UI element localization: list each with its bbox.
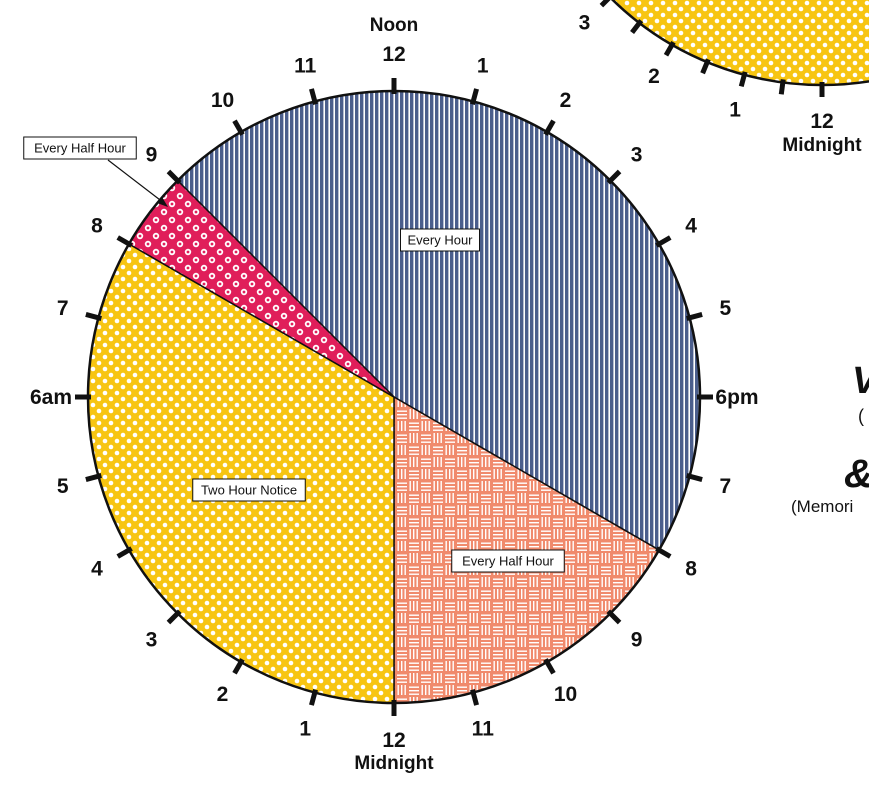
- hour-label: 4: [91, 558, 103, 581]
- label-every-half-hour-small: Every Half Hour: [23, 136, 137, 160]
- hour-label: 8: [685, 558, 697, 581]
- hour-tick: [606, 609, 622, 625]
- hour-tick: [543, 119, 556, 136]
- noon-label: Noon: [370, 15, 419, 36]
- pointer-arrow: [107, 159, 168, 207]
- hour-tick: [116, 235, 133, 248]
- svg-text:Every Half Hour: Every Half Hour: [34, 141, 126, 156]
- hour-tick: [543, 658, 556, 675]
- hour-tick: [232, 119, 245, 136]
- svg-text:Every Half Hour: Every Half Hour: [462, 554, 554, 569]
- hour-tick: [655, 546, 672, 559]
- second-hour-tick: [663, 40, 676, 57]
- hour-tick: [606, 169, 622, 185]
- hour-label: 7: [57, 297, 69, 320]
- second-hour-tick: [778, 79, 786, 95]
- hour-tick: [116, 546, 133, 559]
- hour-label: 1: [299, 717, 311, 740]
- second-hour-label: 3: [579, 12, 591, 35]
- second-midnight-label: Midnight: [782, 135, 862, 156]
- hour-label: 6am: [30, 386, 72, 409]
- hour-label: 12: [382, 43, 405, 66]
- hour-tick: [309, 88, 318, 105]
- label-two-hour-notice: Two Hour Notice: [192, 478, 306, 502]
- second-hour-tick: [700, 58, 711, 75]
- hour-label: 1: [477, 55, 489, 78]
- hour-tick: [470, 689, 479, 706]
- hour-label: 10: [211, 89, 234, 112]
- hour-tick: [686, 312, 703, 321]
- hour-label: 4: [685, 215, 697, 238]
- hour-tick: [232, 658, 245, 675]
- title-fragment-letter: V: [852, 360, 869, 402]
- midnight-label: Midnight: [354, 753, 434, 774]
- hour-label: 9: [631, 629, 643, 652]
- second-hour-label: 12: [810, 110, 833, 133]
- hour-label: 5: [57, 475, 69, 498]
- hour-label: 3: [631, 143, 643, 166]
- hour-label: 6pm: [715, 386, 758, 409]
- title-fragment-memorial: (Memori: [791, 497, 853, 516]
- label-every-hour: Every Hour: [400, 228, 480, 252]
- label-every-half-hour: Every Half Hour: [451, 549, 565, 573]
- hour-label: 3: [146, 629, 158, 652]
- hour-tick: [85, 312, 102, 321]
- hour-label: 8: [91, 215, 103, 238]
- hour-label: 7: [719, 475, 731, 498]
- hour-tick: [166, 609, 182, 625]
- hour-label: 2: [560, 89, 572, 112]
- second-hour-label: 1: [729, 99, 741, 122]
- hour-tick: [85, 473, 102, 482]
- hour-tick: [309, 689, 318, 706]
- svg-text:Two Hour Notice: Two Hour Notice: [201, 483, 297, 498]
- hour-label: 11: [472, 717, 495, 740]
- hour-tick: [470, 88, 479, 105]
- hour-tick: [166, 169, 182, 185]
- second-pie-slice: [611, 0, 869, 87]
- svg-text:Every Hour: Every Hour: [407, 233, 473, 248]
- hour-label: 10: [554, 683, 577, 706]
- second-hour-tick: [599, 0, 611, 8]
- hour-label: 5: [719, 297, 731, 320]
- hour-tick: [686, 473, 703, 482]
- second-hour-label: 2: [648, 65, 660, 88]
- hour-label: 2: [217, 683, 229, 706]
- hour-tick: [655, 235, 672, 248]
- hour-label: 9: [146, 143, 158, 166]
- title-fragment-paren: (: [858, 406, 864, 426]
- title-fragment-ampersand: &: [844, 452, 869, 496]
- hour-label: 11: [294, 55, 317, 78]
- second-hour-tick: [738, 71, 748, 88]
- hour-label: 12: [382, 729, 405, 752]
- second-hour-tick: [630, 19, 644, 35]
- main-pie-chart: 12Midnight123456am789101112Noon123456pm7…: [23, 15, 759, 774]
- cropped-title-fragments: V ( &(Memori: [791, 360, 869, 516]
